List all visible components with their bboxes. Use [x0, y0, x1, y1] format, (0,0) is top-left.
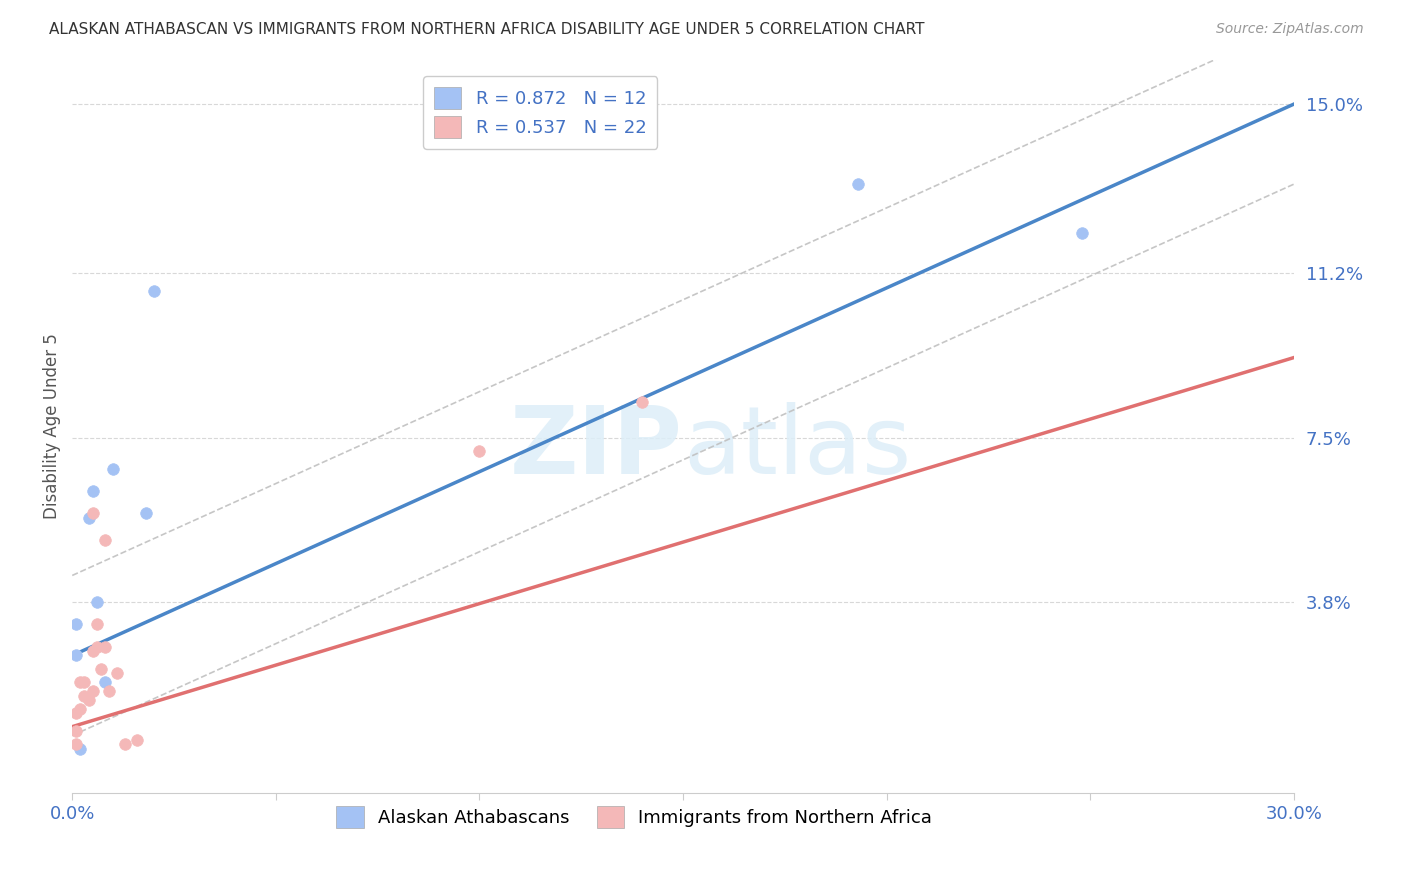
- Point: [631, 395, 654, 409]
- Y-axis label: Disability Age Under 5: Disability Age Under 5: [44, 334, 60, 519]
- Point: [69, 702, 91, 716]
- Point: [846, 177, 869, 191]
- Point: [142, 284, 165, 298]
- Point: [69, 742, 91, 756]
- Point: [86, 617, 108, 632]
- Point: [65, 724, 87, 739]
- Point: [97, 684, 120, 698]
- Point: [86, 595, 108, 609]
- Point: [94, 675, 117, 690]
- Point: [82, 644, 104, 658]
- Point: [90, 662, 112, 676]
- Text: Source: ZipAtlas.com: Source: ZipAtlas.com: [1216, 22, 1364, 37]
- Point: [73, 675, 96, 690]
- Point: [82, 506, 104, 520]
- Point: [94, 640, 117, 654]
- Point: [77, 693, 100, 707]
- Point: [65, 738, 87, 752]
- Point: [86, 640, 108, 654]
- Text: ZIP: ZIP: [510, 402, 683, 494]
- Point: [94, 533, 117, 547]
- Point: [82, 483, 104, 498]
- Point: [1071, 226, 1094, 240]
- Point: [65, 617, 87, 632]
- Point: [114, 738, 136, 752]
- Point: [105, 666, 128, 681]
- Point: [69, 675, 91, 690]
- Text: atlas: atlas: [683, 402, 911, 494]
- Point: [73, 689, 96, 703]
- Point: [65, 648, 87, 663]
- Point: [468, 444, 491, 458]
- Point: [135, 506, 157, 520]
- Point: [101, 461, 124, 475]
- Point: [127, 733, 149, 747]
- Point: [77, 510, 100, 524]
- Point: [65, 706, 87, 721]
- Point: [82, 684, 104, 698]
- Legend: Alaskan Athabascans, Immigrants from Northern Africa: Alaskan Athabascans, Immigrants from Nor…: [329, 799, 939, 836]
- Text: ALASKAN ATHABASCAN VS IMMIGRANTS FROM NORTHERN AFRICA DISABILITY AGE UNDER 5 COR: ALASKAN ATHABASCAN VS IMMIGRANTS FROM NO…: [49, 22, 925, 37]
